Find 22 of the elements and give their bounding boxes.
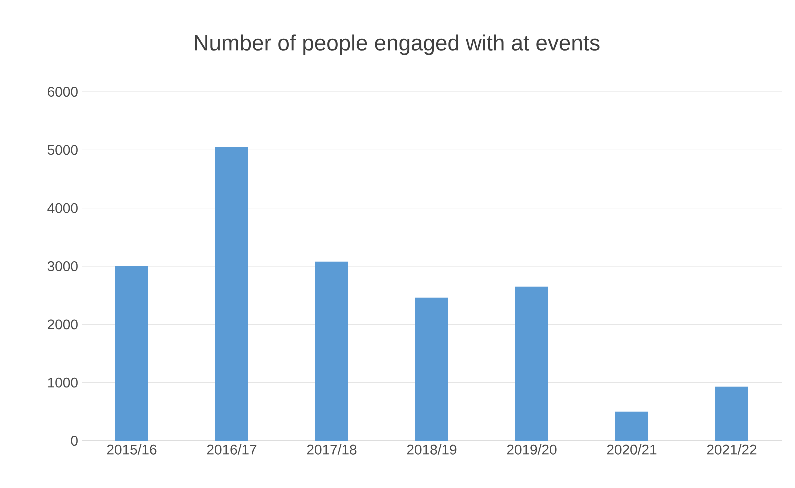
bar — [216, 147, 249, 441]
bar — [716, 386, 749, 441]
x-tick-label: 2019/20 — [507, 444, 557, 455]
y-tick-label: 6000 — [48, 87, 78, 97]
chart-title: Number of people engaged with at events — [195, 34, 600, 56]
y-tick-label: 3000 — [48, 262, 78, 272]
bar — [516, 286, 549, 441]
x-tick-label: 2015/16 — [107, 444, 157, 455]
bar — [116, 266, 148, 441]
x-tick-label: 2021/22 — [707, 444, 757, 455]
y-tick-label: 1000 — [48, 378, 78, 388]
bar — [616, 412, 649, 441]
bar — [416, 298, 449, 441]
y-tick-label: 2000 — [48, 320, 78, 330]
y-tick-label: 5000 — [48, 145, 78, 156]
y-tick-label: 4000 — [48, 203, 78, 214]
x-tick-label: 2020/21 — [607, 444, 657, 455]
x-tick-label: 2018/19 — [407, 444, 457, 455]
bar — [316, 262, 349, 441]
x-tick-label: 2017/18 — [307, 444, 357, 455]
x-tick-label: 2016/17 — [207, 444, 257, 455]
y-tick-label: 0 — [71, 436, 78, 446]
